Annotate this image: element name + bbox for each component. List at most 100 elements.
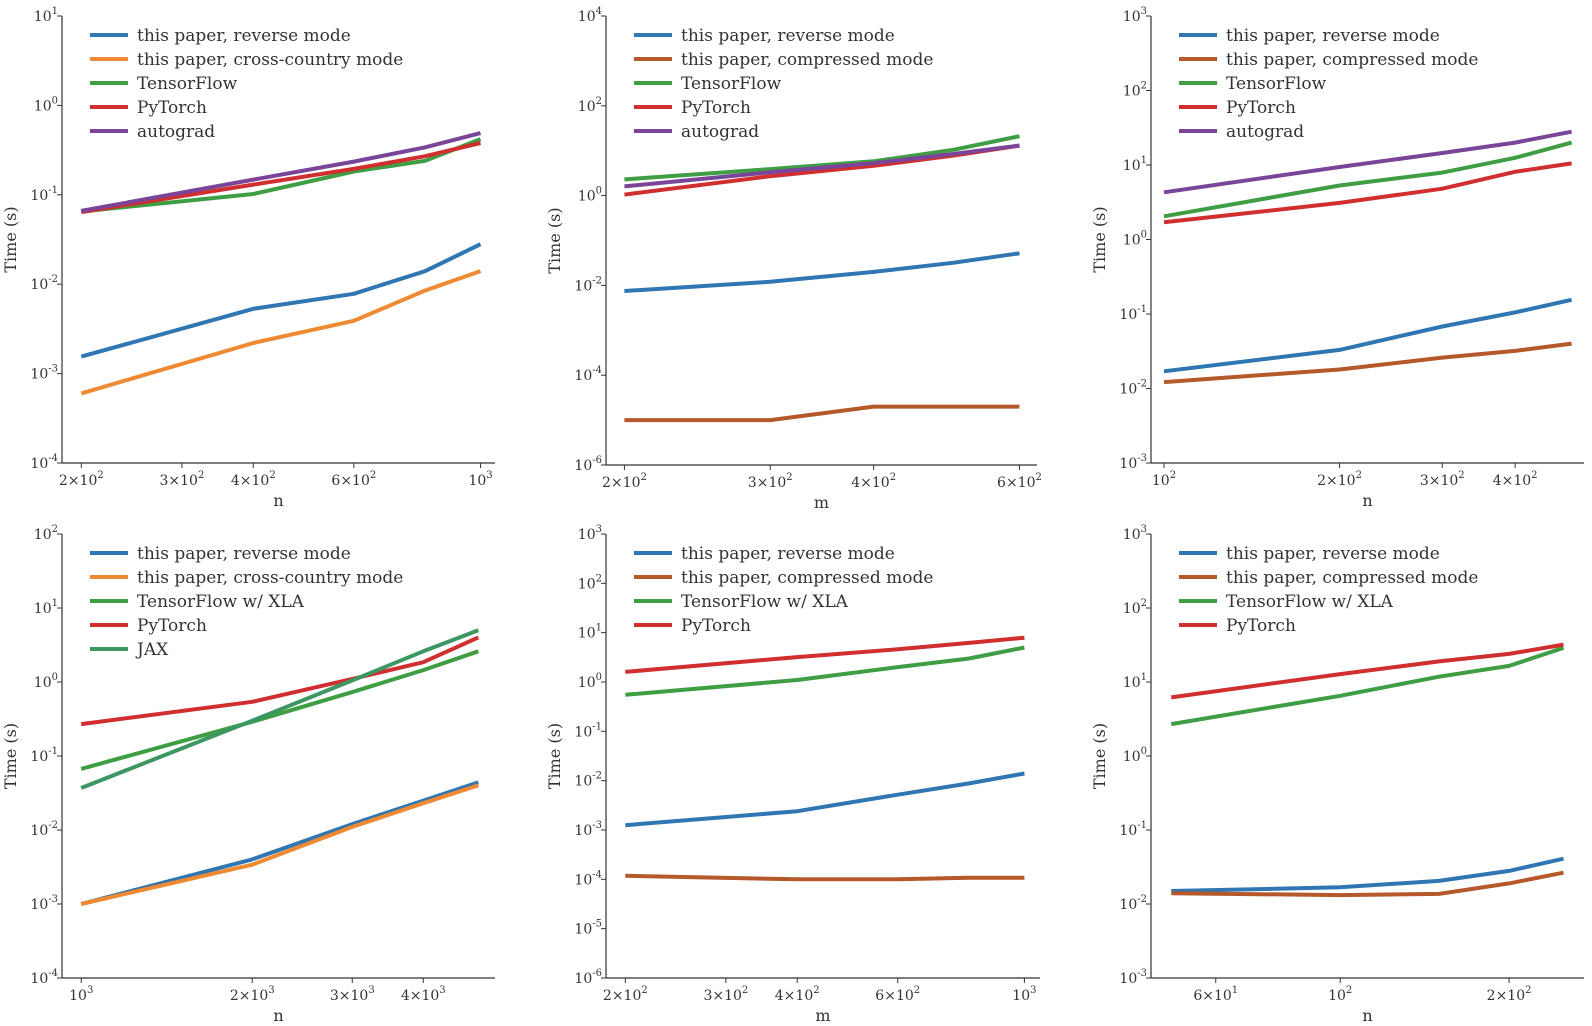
- x-tick-label: 6×102: [331, 470, 376, 489]
- y-tick-label: 104: [578, 6, 602, 25]
- x-tick-label: 2×103: [230, 985, 275, 1004]
- x-tick-label: 3×103: [330, 985, 375, 1004]
- y-tick-label: 102: [1123, 81, 1147, 100]
- legend-entry: PyTorch: [1226, 616, 1296, 636]
- series-line-5: [1163, 129, 1572, 195]
- x-axis-label: n: [273, 1006, 283, 1025]
- x-tick-label: 2×102: [602, 472, 647, 491]
- y-tick-label: 10-3: [574, 820, 602, 839]
- y-tick-label: 10-3: [1119, 968, 1147, 987]
- y-tick-label: 10-6: [574, 455, 602, 474]
- y-tick-label: 103: [1123, 524, 1147, 543]
- legend-entry: PyTorch: [681, 616, 751, 636]
- y-tick-label: 101: [578, 623, 602, 642]
- y-tick-label: 102: [578, 573, 602, 592]
- x-axis-label: m: [814, 493, 829, 512]
- y-tick-label: 101: [34, 6, 58, 25]
- series-line-4: [1163, 161, 1572, 225]
- x-tick-label: 3×102: [748, 472, 793, 491]
- x-tick-label: 2×102: [59, 470, 104, 489]
- series-line-5: [624, 143, 1020, 189]
- x-tick-label: 6×102: [875, 985, 920, 1004]
- x-tick-label: 4×102: [851, 472, 896, 491]
- legend-entry: this paper, compressed mode: [1226, 50, 1478, 70]
- y-tick-label: 103: [1123, 6, 1147, 25]
- legend-entry: PyTorch: [137, 98, 207, 118]
- y-tick-label: 10-2: [30, 274, 58, 293]
- y-tick-label: 10-4: [30, 968, 58, 987]
- series-line-1: [1163, 297, 1573, 374]
- y-tick-label: 100: [1123, 746, 1147, 765]
- series-line-2: [80, 269, 482, 396]
- series-line-4: [1171, 642, 1564, 700]
- y-tick-label: 10-5: [574, 919, 602, 938]
- x-tick-label: 4×102: [231, 470, 276, 489]
- legend-entry: PyTorch: [137, 616, 207, 636]
- x-tick-label: 4×102: [775, 985, 820, 1004]
- y-tick-label: 101: [1123, 672, 1147, 691]
- y-tick-label: 101: [1123, 155, 1147, 174]
- y-tick-label: 10-1: [1119, 304, 1147, 323]
- series-line-5: [80, 628, 480, 790]
- series-line-5: [80, 131, 481, 213]
- x-tick-label: 3×102: [1420, 470, 1465, 489]
- x-tick-label: 2×102: [1487, 985, 1532, 1004]
- y-tick-label: 102: [34, 524, 58, 543]
- y-tick-label: 10-2: [1119, 379, 1147, 398]
- y-tick-label: 10-4: [30, 453, 58, 472]
- y-tick-label: 10-4: [574, 365, 602, 384]
- series-line-2: [1163, 341, 1572, 385]
- y-axis-label: Time (s): [1090, 723, 1109, 789]
- subplot-3: 10-3 10-2 10-1 100 101 102 103 102 2×102 3×102 4×1…: [1090, 6, 1584, 510]
- x-tick-label: 6×101: [1193, 985, 1238, 1004]
- x-tick-label: 102: [1328, 985, 1352, 1004]
- legend-entry: autograd: [681, 122, 759, 142]
- x-tick-label: 102: [1152, 470, 1176, 489]
- subplot-2: 10-6 10-4 10-2 100 102 104 2×102 3×102 4×102 6×10…: [545, 6, 1042, 512]
- legend-entry: this paper, reverse mode: [137, 26, 351, 46]
- subplot-1: 10-4 10-3 10-2 10-1 100 101 2×102 3×102 4×102 6×1…: [1, 6, 495, 510]
- y-tick-label: 100: [578, 672, 602, 691]
- x-tick-label: 103: [69, 985, 93, 1004]
- y-tick-label: 10-1: [30, 185, 58, 204]
- series-line-2: [1171, 870, 1564, 898]
- subplot-5: 10-6 10-5 10-4 10-3 10-2 10-1 100 101 102 103 2×10…: [545, 524, 1040, 1025]
- legend-entry: this paper, reverse mode: [1226, 26, 1440, 46]
- y-axis-label: Time (s): [545, 723, 564, 789]
- y-tick-label: 10-2: [30, 820, 58, 839]
- x-tick-label: 3×102: [703, 985, 748, 1004]
- x-tick-label: 3×102: [159, 470, 204, 489]
- y-tick-label: 10-2: [1119, 894, 1147, 913]
- y-tick-label: 10-1: [1119, 820, 1147, 839]
- legend-entry: this paper, compressed mode: [1226, 568, 1478, 588]
- y-tick-label: 10-1: [574, 721, 602, 740]
- x-tick-label: 6×102: [997, 472, 1042, 491]
- y-tick-label: 100: [34, 95, 58, 114]
- y-tick-label: 10-1: [30, 746, 58, 765]
- y-tick-label: 10-2: [574, 771, 602, 790]
- series-line-1: [624, 251, 1020, 293]
- y-tick-label: 101: [34, 598, 58, 617]
- y-axis-label: Time (s): [1, 723, 20, 789]
- y-tick-label: 10-6: [574, 968, 602, 987]
- subplot-6: 10-3 10-2 10-1 100 101 102 103 6×101 102 2×102 n Ti…: [1090, 524, 1584, 1025]
- y-tick-label: 103: [578, 524, 602, 543]
- legend-entry: this paper, reverse mode: [1226, 544, 1440, 564]
- legend-entry: this paper, compressed mode: [681, 50, 933, 70]
- y-axis-label: Time (s): [1090, 206, 1109, 272]
- x-axis-label: n: [273, 491, 283, 510]
- series-line-4: [625, 635, 1025, 674]
- legend-entry: this paper, compressed mode: [681, 568, 933, 588]
- y-tick-label: 100: [34, 672, 58, 691]
- x-axis-label: n: [1362, 1006, 1372, 1025]
- subplot-4: 10-4 10-3 10-2 10-1 100 101 102 103 2×103 3×103 4×…: [1, 524, 495, 1025]
- x-axis-label: m: [815, 1006, 830, 1025]
- series-line-1: [1171, 856, 1564, 893]
- series-line-1: [80, 242, 482, 359]
- legend-entry: PyTorch: [1226, 98, 1296, 118]
- y-axis-label: Time (s): [1, 206, 20, 272]
- y-tick-label: 10-2: [574, 275, 602, 294]
- y-tick-label: 10-4: [574, 869, 602, 888]
- legend-entry: autograd: [1226, 122, 1304, 142]
